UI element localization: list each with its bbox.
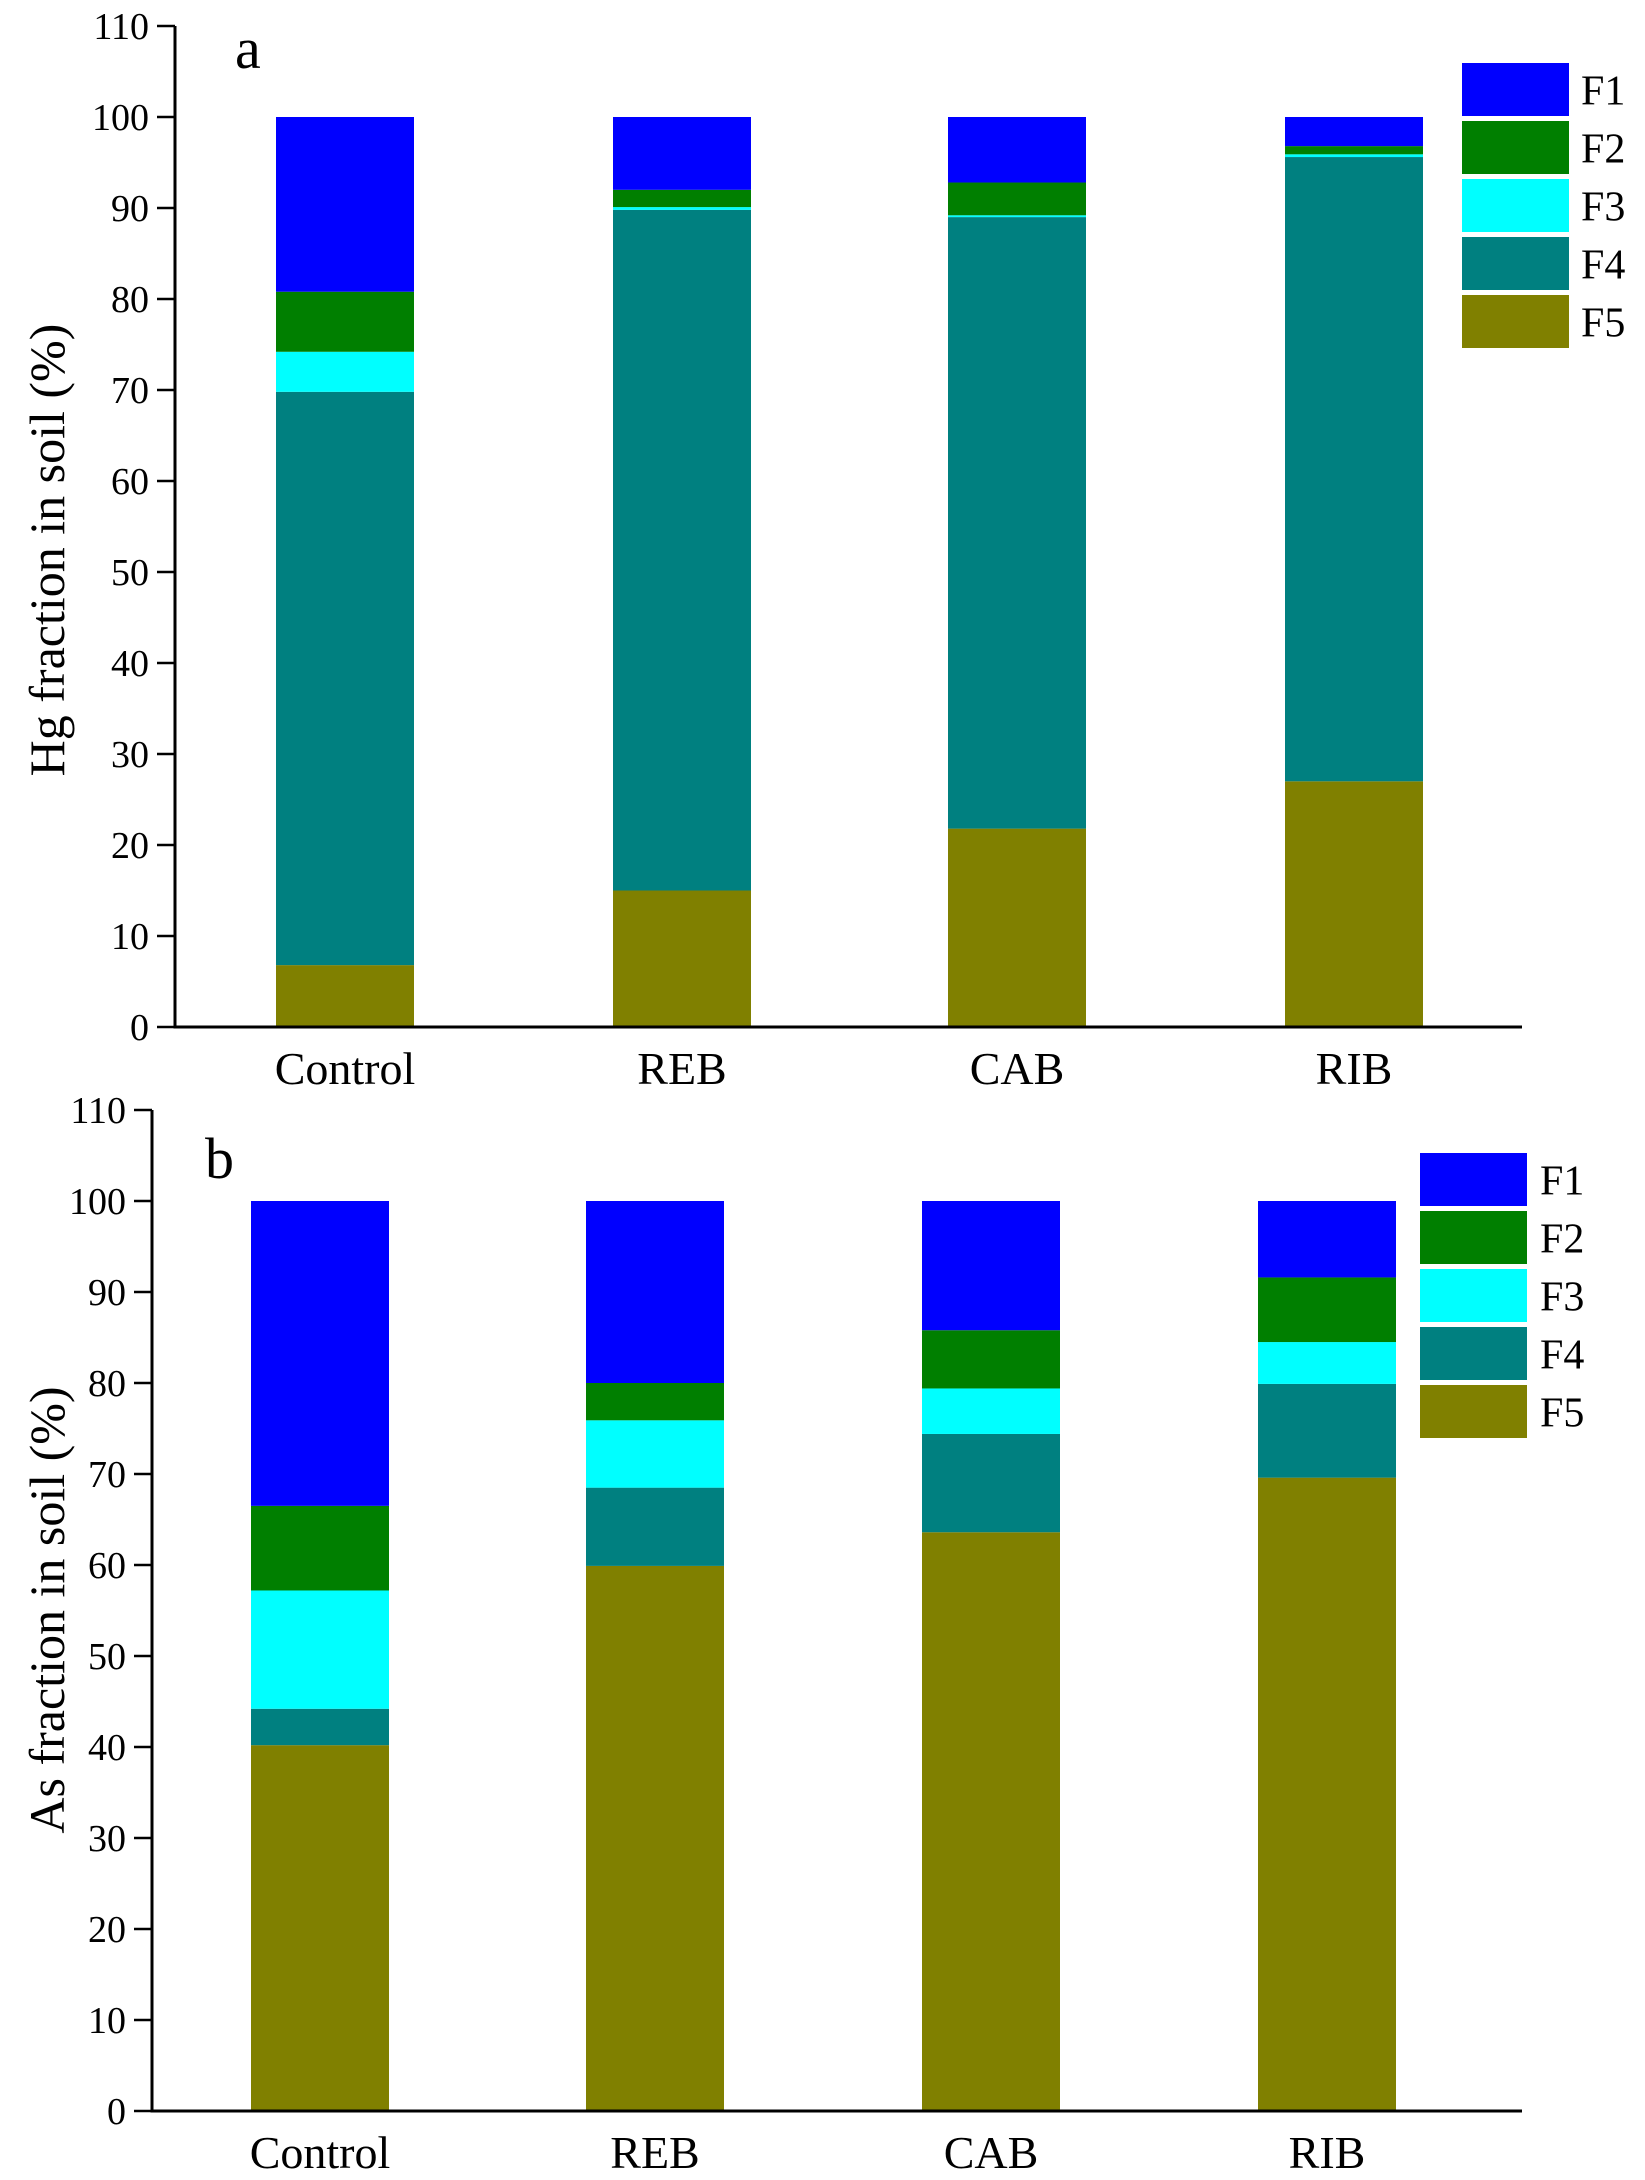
- y-tick-label: 10: [88, 2000, 126, 2042]
- y-tick-label: 80: [111, 279, 149, 321]
- legend-swatch-f1: [1462, 63, 1569, 116]
- y-tick-label: 40: [88, 1727, 126, 1769]
- y-tick-label: 30: [111, 734, 149, 776]
- panel-a: 0 10 20 30 40 50 60 70 80 90 100 110 Control REB CAB RI…: [19, 6, 1625, 1094]
- y-tick-label: 100: [69, 1181, 126, 1223]
- legend-swatch-f4: [1462, 237, 1569, 290]
- bar-segment-f3-reb: [586, 1420, 724, 1488]
- y-tick-label: 20: [88, 1909, 126, 1951]
- bar-segment-f1-cab: [948, 117, 1086, 183]
- x-tick-label-reb: REB: [610, 2127, 699, 2178]
- bar-segment-f5-rib: [1258, 1477, 1396, 2111]
- legend-label-f1: F1: [1540, 1159, 1584, 1205]
- y-axis-title: Hg fraction in soil (%): [19, 324, 75, 777]
- bar-segment-f4-cab: [948, 217, 1086, 829]
- legend-label-f5: F5: [1540, 1391, 1584, 1437]
- legend-swatch-f2: [1420, 1211, 1527, 1264]
- bar-segment-f4-control: [251, 1708, 389, 1746]
- y-tick-label: 110: [93, 6, 149, 48]
- bar-segment-f2-cab: [922, 1330, 1060, 1389]
- x-tick-label-control: Control: [250, 2127, 391, 2178]
- legend-swatch-f4: [1420, 1327, 1527, 1380]
- y-tick-label: 90: [111, 188, 149, 230]
- panel-letter: b: [205, 1126, 234, 1191]
- x-tick-label-control: Control: [275, 1043, 416, 1094]
- bar-segment-f5-control: [276, 965, 414, 1027]
- y-tick-label: 0: [107, 2091, 126, 2133]
- bar-segment-f3-control: [276, 351, 414, 392]
- y-tick-label: 70: [88, 1454, 126, 1496]
- bar-segment-f5-cab: [948, 828, 1086, 1027]
- legend-label-f2: F2: [1581, 127, 1625, 173]
- y-tick-label: 60: [88, 1545, 126, 1587]
- bar-segment-f1-reb: [586, 1201, 724, 1383]
- legend-label-f4: F4: [1540, 1333, 1584, 1379]
- bar-segment-f1-rib: [1258, 1201, 1396, 1278]
- panel-letter: a: [235, 16, 261, 81]
- legend-label-f3: F3: [1540, 1275, 1584, 1321]
- y-tick-label: 110: [70, 1090, 126, 1132]
- y-tick-label: 10: [111, 916, 149, 958]
- panel-b: 0 10 20 30 40 50 60 70 80 90 100 110 Control REB CAB RI…: [19, 1090, 1584, 2178]
- x-tick-label-cab: CAB: [970, 1043, 1065, 1094]
- x-tick-label-rib: RIB: [1316, 1043, 1393, 1094]
- bar-segment-f3-cab: [948, 215, 1086, 218]
- bar-segment-f1-control: [251, 1201, 389, 1506]
- legend-swatch-f5: [1462, 295, 1569, 348]
- bar-segment-f3-rib: [1285, 154, 1423, 158]
- bar-segment-f4-control: [276, 391, 414, 966]
- y-tick-label: 50: [88, 1636, 126, 1678]
- bar-segment-f5-control: [251, 1745, 389, 2111]
- y-tick-label: 0: [130, 1007, 149, 1049]
- x-tick-label-rib: RIB: [1289, 2127, 1366, 2178]
- bar-segment-f3-cab: [922, 1388, 1060, 1434]
- x-tick-label-cab: CAB: [944, 2127, 1039, 2178]
- bar-segment-f3-control: [251, 1590, 389, 1709]
- x-tick-label-reb: REB: [637, 1043, 726, 1094]
- legend-swatch-f3: [1420, 1269, 1527, 1322]
- legend-label-f3: F3: [1581, 185, 1625, 231]
- legend-swatch-f2: [1462, 121, 1569, 174]
- bar-segment-f4-rib: [1258, 1383, 1396, 1478]
- legend-label-f5: F5: [1581, 301, 1625, 347]
- bar-segment-f2-cab: [948, 182, 1086, 216]
- bar-segment-f2-rib: [1258, 1277, 1396, 1343]
- bar-segment-f1-control: [276, 117, 414, 292]
- bar-segment-f1-rib: [1285, 117, 1423, 147]
- legend-label-f4: F4: [1581, 243, 1625, 289]
- bar-segment-f3-rib: [1258, 1342, 1396, 1384]
- bar-segment-f1-cab: [922, 1201, 1060, 1331]
- y-tick-label: 100: [92, 97, 149, 139]
- legend-label-f2: F2: [1540, 1217, 1584, 1263]
- bar-segment-f5-reb: [586, 1565, 724, 2111]
- legend-label-f1: F1: [1581, 69, 1625, 115]
- bar-segment-f4-reb: [586, 1487, 724, 1566]
- y-tick-label: 70: [111, 370, 149, 412]
- bar-segment-f2-control: [251, 1505, 389, 1591]
- y-tick-label: 50: [111, 552, 149, 594]
- bar-segment-f4-reb: [613, 209, 751, 891]
- bar-segment-f4-cab: [922, 1433, 1060, 1533]
- bar-segment-f2-reb: [586, 1383, 724, 1421]
- y-tick-label: 40: [111, 643, 149, 685]
- bar-segment-f2-rib: [1285, 146, 1423, 155]
- y-tick-label: 90: [88, 1272, 126, 1314]
- y-axis-title: As fraction in soil (%): [19, 1386, 75, 1833]
- bar-segment-f5-rib: [1285, 781, 1423, 1027]
- y-tick-label: 20: [111, 825, 149, 867]
- y-tick-label: 80: [88, 1363, 126, 1405]
- y-tick-label: 60: [111, 461, 149, 503]
- y-tick-label: 30: [88, 1818, 126, 1860]
- legend-swatch-f3: [1462, 179, 1569, 232]
- legend-swatch-f5: [1420, 1385, 1527, 1438]
- bar-segment-f3-reb: [613, 207, 751, 210]
- bar-segment-f4-rib: [1285, 157, 1423, 782]
- legend-swatch-f1: [1420, 1153, 1527, 1206]
- bar-segment-f1-reb: [613, 117, 751, 190]
- bar-segment-f2-reb: [613, 189, 751, 208]
- bar-segment-f2-control: [276, 291, 414, 352]
- bar-segment-f5-reb: [613, 890, 751, 1027]
- bar-segment-f5-cab: [922, 1532, 1060, 2111]
